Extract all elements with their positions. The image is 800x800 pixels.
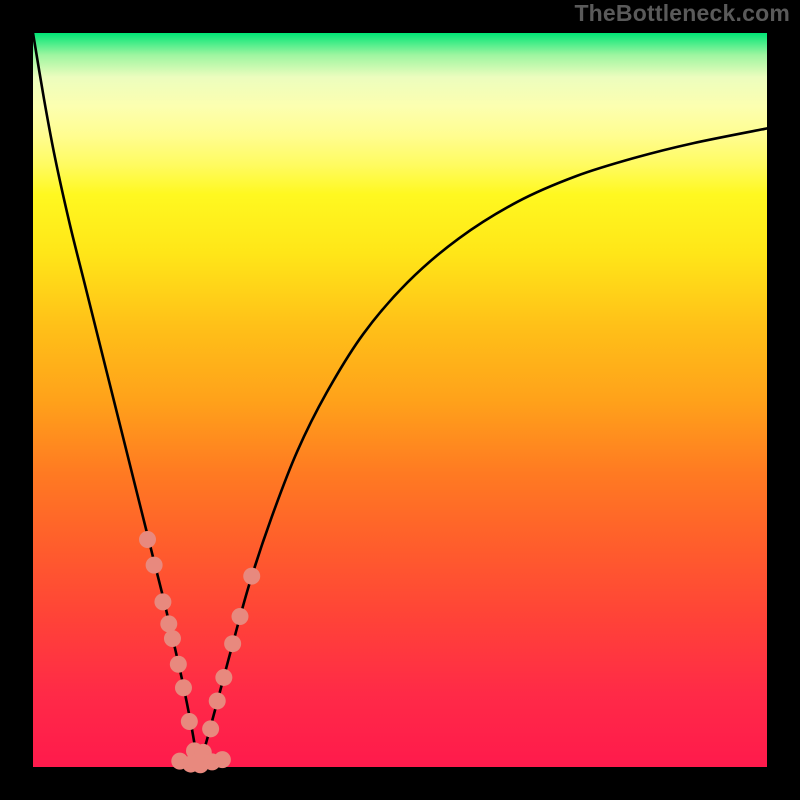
bottleneck-curve-right-branch <box>198 128 767 767</box>
data-marker <box>224 635 241 652</box>
data-marker <box>139 531 156 548</box>
data-marker <box>154 593 171 610</box>
data-marker <box>243 568 260 585</box>
data-marker <box>164 630 181 647</box>
data-marker <box>160 615 177 632</box>
watermark-text: TheBottleneck.com <box>574 0 790 27</box>
data-marker <box>231 608 248 625</box>
data-marker <box>215 669 232 686</box>
data-marker <box>202 720 219 737</box>
data-marker <box>181 713 198 730</box>
curves-layer <box>33 33 767 767</box>
data-markers-group <box>139 531 260 773</box>
data-marker <box>214 751 231 768</box>
bottleneck-curve-left-branch <box>33 33 198 767</box>
plot-area <box>33 33 767 767</box>
chart-frame: TheBottleneck.com <box>0 0 800 800</box>
data-marker <box>146 557 163 574</box>
data-marker <box>175 679 192 696</box>
data-marker <box>170 656 187 673</box>
data-marker <box>209 692 226 709</box>
